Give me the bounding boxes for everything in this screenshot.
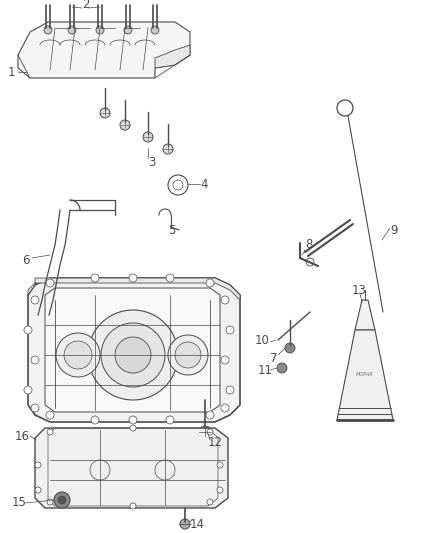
Circle shape	[91, 416, 99, 424]
Circle shape	[207, 499, 213, 505]
Polygon shape	[28, 278, 240, 422]
Circle shape	[120, 120, 130, 130]
Circle shape	[175, 342, 201, 368]
Text: 16: 16	[15, 430, 30, 442]
Text: 9: 9	[390, 223, 398, 237]
Circle shape	[207, 429, 213, 435]
Text: 8: 8	[305, 238, 312, 252]
Text: 10: 10	[255, 334, 270, 346]
Circle shape	[129, 274, 137, 282]
Circle shape	[221, 404, 229, 412]
Polygon shape	[355, 300, 375, 330]
Circle shape	[129, 416, 137, 424]
Circle shape	[24, 386, 32, 394]
Circle shape	[88, 310, 178, 400]
Circle shape	[56, 333, 100, 377]
Circle shape	[143, 132, 153, 142]
Circle shape	[54, 492, 70, 508]
Circle shape	[124, 26, 132, 34]
Text: 6: 6	[22, 254, 29, 266]
Circle shape	[24, 326, 32, 334]
Text: 12: 12	[208, 435, 223, 448]
Circle shape	[31, 356, 39, 364]
Circle shape	[47, 499, 53, 505]
Text: 4: 4	[200, 177, 208, 190]
Circle shape	[101, 323, 165, 387]
Circle shape	[166, 416, 174, 424]
Circle shape	[30, 306, 58, 334]
Circle shape	[96, 26, 104, 34]
Circle shape	[130, 425, 136, 431]
Circle shape	[47, 429, 53, 435]
Circle shape	[151, 26, 159, 34]
Circle shape	[36, 312, 52, 328]
Polygon shape	[28, 278, 240, 300]
Text: 15: 15	[12, 497, 27, 510]
Circle shape	[31, 404, 39, 412]
Text: MOPAR: MOPAR	[356, 373, 374, 377]
Circle shape	[226, 386, 234, 394]
Circle shape	[130, 503, 136, 509]
Circle shape	[115, 337, 151, 373]
Circle shape	[46, 411, 54, 419]
Circle shape	[35, 487, 41, 493]
Polygon shape	[337, 330, 393, 420]
Text: 2: 2	[82, 0, 89, 11]
Text: 7: 7	[270, 351, 278, 365]
Circle shape	[31, 296, 39, 304]
Text: 3: 3	[148, 156, 155, 168]
Text: 1: 1	[8, 66, 15, 78]
Circle shape	[91, 274, 99, 282]
Circle shape	[221, 356, 229, 364]
Polygon shape	[18, 22, 190, 78]
Text: 11: 11	[258, 364, 273, 376]
Circle shape	[64, 341, 92, 369]
Circle shape	[285, 343, 295, 353]
Circle shape	[44, 26, 52, 34]
Polygon shape	[35, 428, 228, 508]
Circle shape	[166, 274, 174, 282]
Circle shape	[221, 296, 229, 304]
Circle shape	[206, 279, 214, 287]
Circle shape	[199, 426, 211, 438]
Circle shape	[168, 335, 208, 375]
Polygon shape	[45, 288, 220, 412]
Circle shape	[277, 363, 287, 373]
Circle shape	[217, 462, 223, 468]
Text: 5: 5	[168, 223, 175, 237]
Circle shape	[58, 496, 66, 504]
Circle shape	[46, 279, 54, 287]
Circle shape	[68, 26, 76, 34]
Polygon shape	[155, 45, 190, 68]
Text: 13: 13	[352, 284, 367, 296]
Circle shape	[206, 411, 214, 419]
Circle shape	[217, 487, 223, 493]
Circle shape	[180, 519, 190, 529]
Circle shape	[35, 462, 41, 468]
Text: 14: 14	[190, 518, 205, 530]
Circle shape	[100, 108, 110, 118]
Circle shape	[226, 326, 234, 334]
Circle shape	[163, 144, 173, 154]
